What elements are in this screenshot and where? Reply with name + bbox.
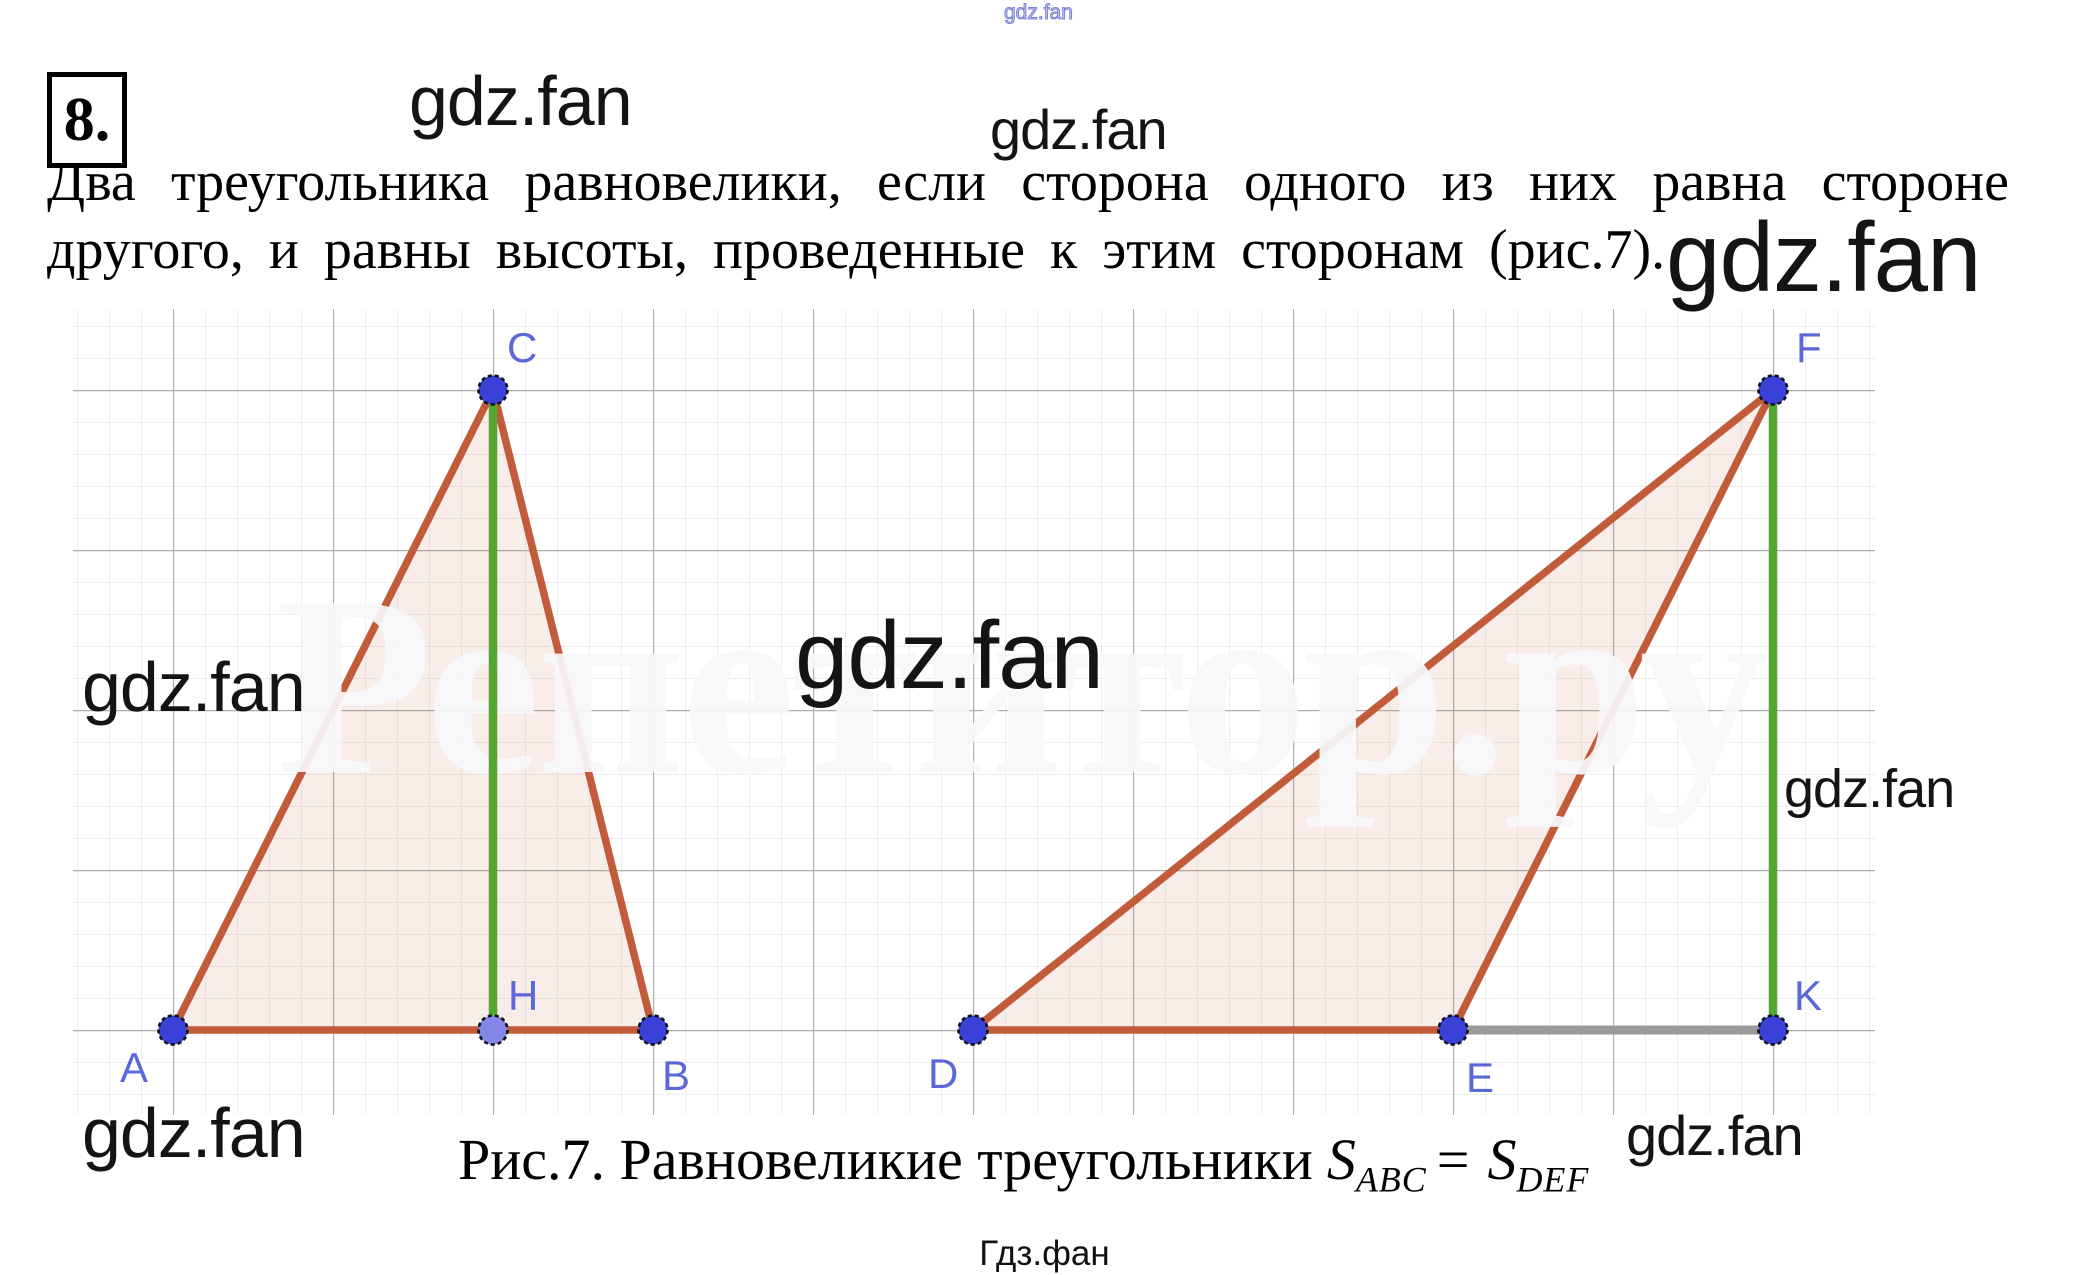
point-b: [637, 1014, 669, 1046]
paragraph-line-1: Два треугольника равновелики, если сторо…: [47, 151, 2009, 213]
watermark-mid-left: gdz.fan: [82, 648, 306, 726]
grid-major: [73, 309, 1875, 1115]
watermark-top-small: gdz.fan: [1004, 1, 1074, 24]
label-h: H: [508, 972, 538, 1019]
caption-sub-def: DEF: [1516, 1159, 1590, 1200]
watermark-bottom-left: gdz.fan: [82, 1094, 306, 1172]
point-e: [1437, 1014, 1469, 1046]
triangle-def: [969, 386, 1777, 1034]
label-c: C: [507, 324, 537, 371]
label-e: E: [1466, 1054, 1494, 1101]
label-a: A: [120, 1044, 148, 1091]
label-k: K: [1794, 972, 1822, 1019]
problem-number: 8.: [63, 85, 111, 154]
problem-number-box: 8.: [47, 72, 127, 168]
label-d: D: [928, 1050, 958, 1097]
watermark-after-paragraph: gdz.fan: [1666, 202, 1981, 312]
watermark-bottom-right: gdz.fan: [1626, 1104, 1804, 1167]
site-footer: Гдз.фан: [979, 1234, 1110, 1273]
label-b: B: [662, 1052, 690, 1099]
geometry-figure: Репетитор.ру C F H K A B D E: [73, 309, 1875, 1115]
caption-sub-abc: ABC: [1355, 1159, 1427, 1200]
label-f: F: [1796, 324, 1822, 371]
figure-caption: Рис.7. Равновеликие треугольники SABC = SDE…: [458, 1126, 1589, 1201]
background-watermark: Репетитор.ру: [276, 542, 1769, 828]
watermark-mid-center: gdz.fan: [795, 602, 1104, 709]
caption-s-def: S: [1487, 1127, 1517, 1192]
point-d: [957, 1014, 989, 1046]
watermark-top-center: gdz.fan: [990, 98, 1168, 161]
point-f: [1757, 374, 1789, 406]
paragraph-line-2: другого, и равны высоты, проведенные к э…: [47, 219, 1666, 281]
point-a: [157, 1014, 189, 1046]
watermark-mid-right: gdz.fan: [1784, 759, 1955, 819]
caption-s-abc: S: [1326, 1127, 1356, 1192]
point-h: [477, 1014, 509, 1046]
caption-text: Рис.7. Равновеликие треугольники: [458, 1127, 1313, 1192]
point-c: [477, 374, 509, 406]
caption-equals: =: [1436, 1127, 1470, 1192]
triangle-abc: [169, 386, 657, 1034]
watermark-top-left: gdz.fan: [409, 62, 633, 140]
point-k: [1757, 1014, 1789, 1046]
